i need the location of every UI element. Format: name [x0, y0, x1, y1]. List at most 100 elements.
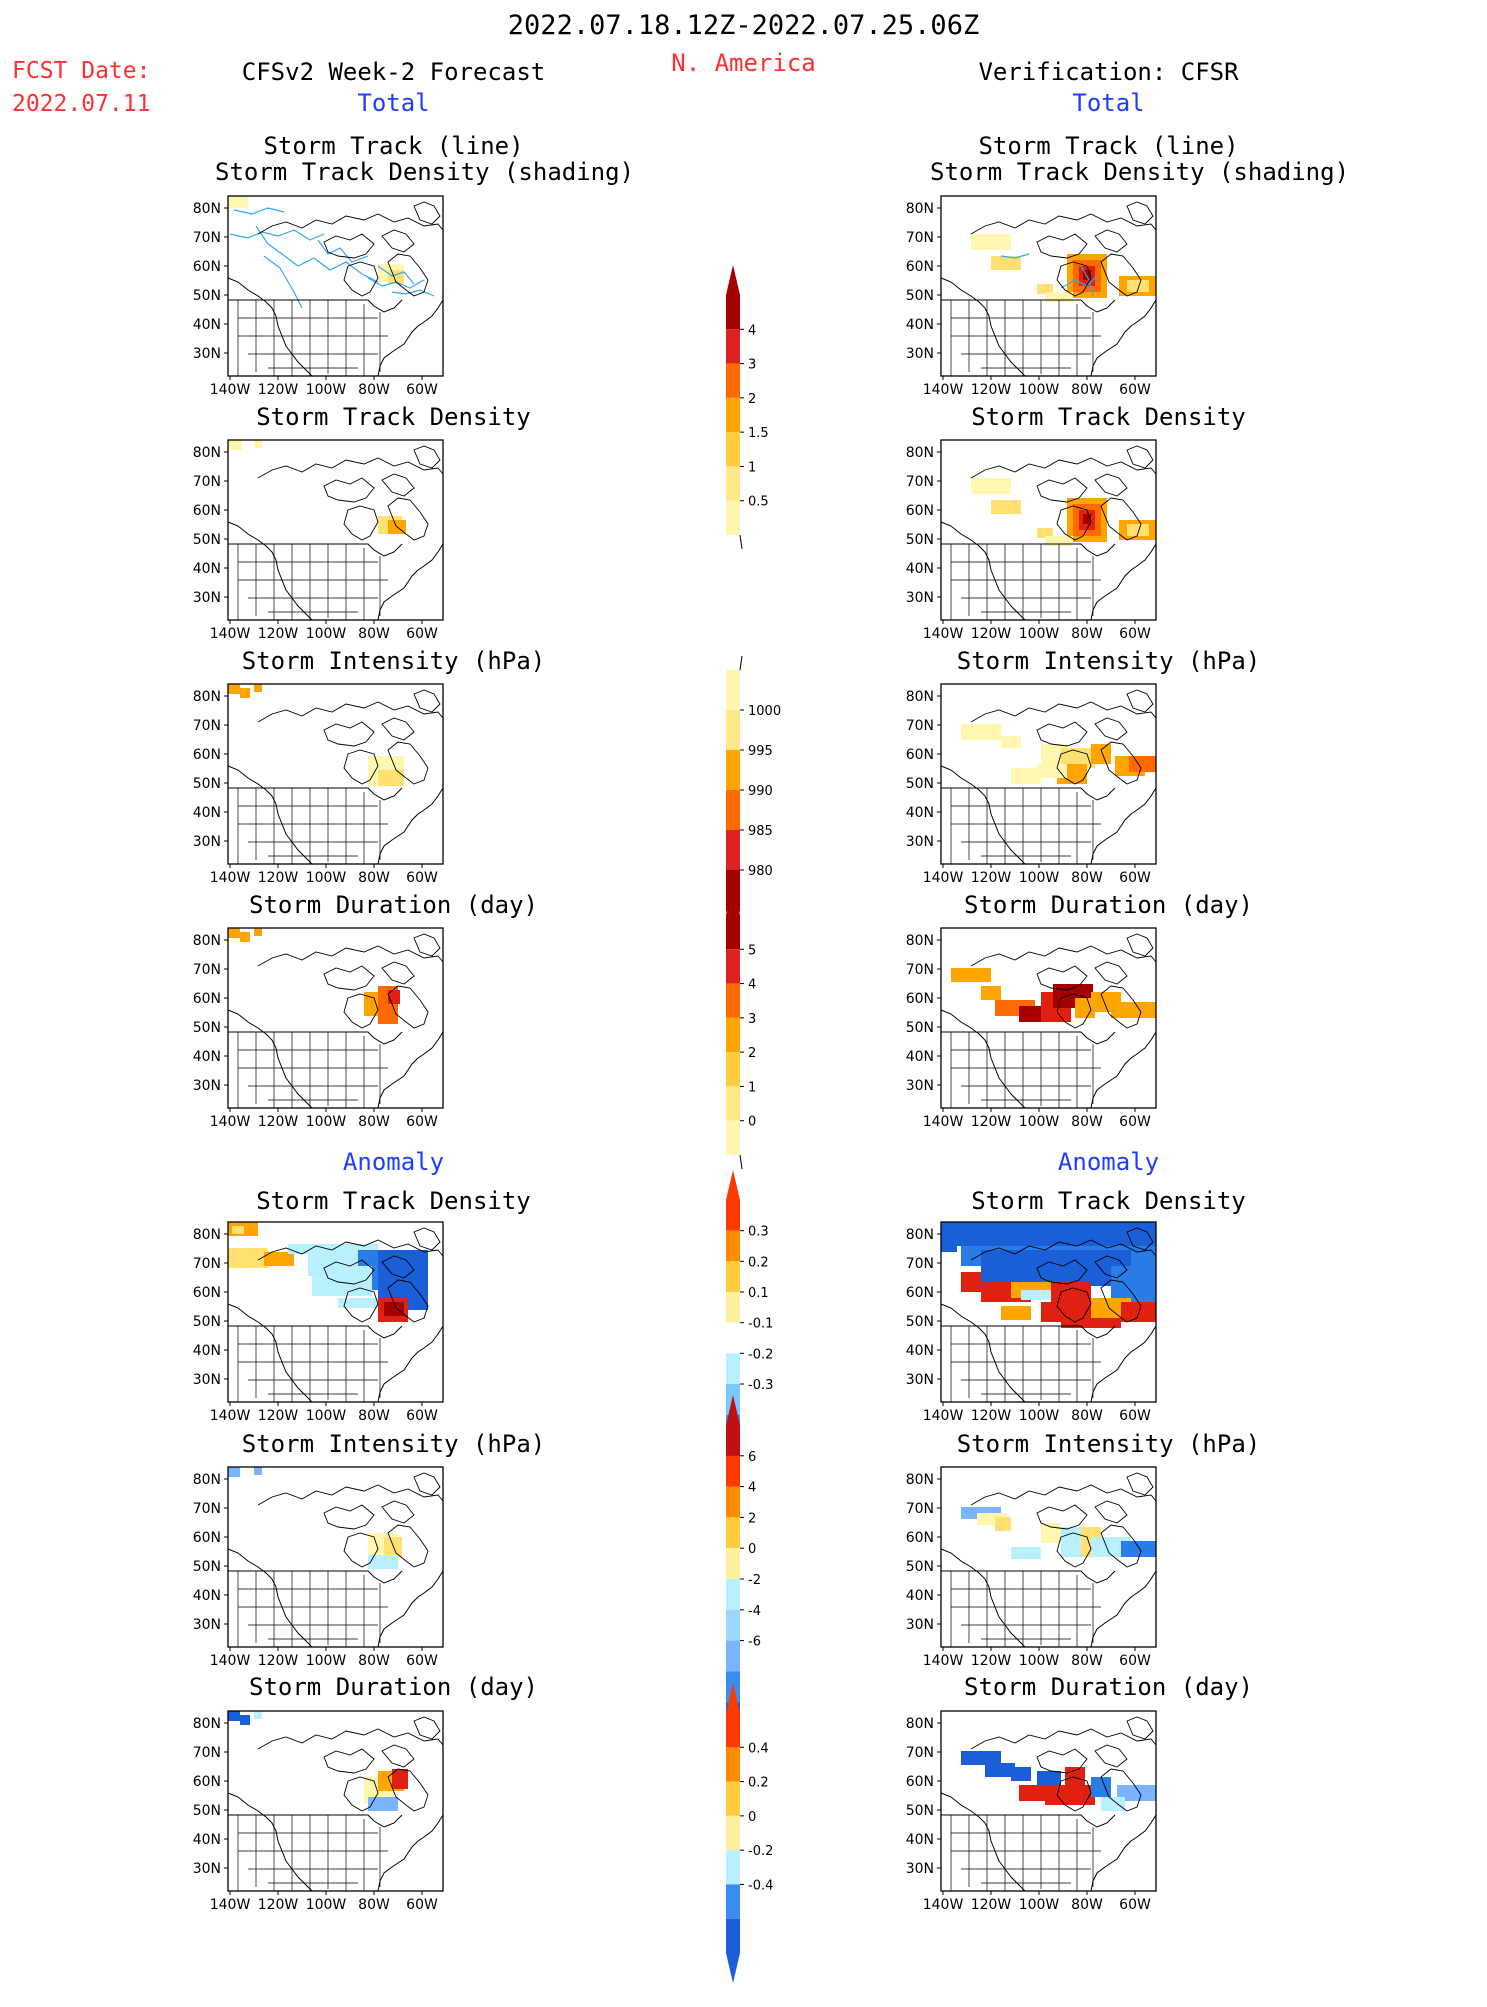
- lat-tick-label: 40N: [906, 1049, 934, 1065]
- map-anom-density-verification: 80N 70N 60N 50N 40N 30N 140W 120W 100W 80W 60W: [895, 1210, 1176, 1428]
- lat-tick-label: 80N: [906, 1227, 934, 1243]
- lat-tick-label: 50N: [193, 1559, 221, 1575]
- lon-tick-label: 60W: [1119, 1897, 1151, 1913]
- lat-tick-label: 70N: [193, 230, 221, 246]
- lon-tick-label: 80W: [358, 1653, 390, 1669]
- colorbar-segment: [726, 1918, 740, 1953]
- lon-tick-label: 120W: [258, 1114, 299, 1130]
- shading-cell: [1037, 528, 1053, 538]
- lat-tick-label: 30N: [193, 590, 221, 606]
- lat-tick-label: 70N: [906, 1256, 934, 1272]
- lat-tick-label: 70N: [906, 962, 934, 978]
- colorbar-segment: [726, 1200, 740, 1231]
- map-duration-verification: 80N 70N 60N 50N 40N 30N 140W 120W 100W 80W 60W: [895, 916, 1176, 1134]
- map-frame: [940, 927, 1157, 1109]
- shading-cell: [228, 440, 242, 450]
- coastline: [940, 765, 1157, 865]
- lon-tick-label: 100W: [1019, 1408, 1060, 1424]
- map-frame: [227, 439, 444, 621]
- map-intensity-verification: 80N 70N 60N 50N 40N 30N 140W 120W 100W 80W 60W: [895, 672, 1176, 890]
- title-track-shading-left: Storm Track Density (shading): [215, 158, 635, 186]
- lat-tick-label: 60N: [193, 259, 221, 275]
- colorbar-label: 0: [748, 1115, 756, 1130]
- arctic-islands: [257, 201, 444, 297]
- shading-cell: [1111, 1002, 1156, 1018]
- date-range-title: 2022.07.18.12Z-2022.07.25.06Z: [507, 10, 980, 41]
- lon-tick-label: 100W: [306, 1653, 347, 1669]
- lon-tick-label: 100W: [306, 870, 347, 886]
- map-intensity-forecast: 80N 70N 60N 50N 40N 30N 140W 120W 100W 80W 60W: [182, 672, 463, 890]
- map-frame: [940, 1466, 1157, 1648]
- lat-tick-label: 70N: [193, 1501, 221, 1517]
- colorbar-segment: [726, 329, 740, 364]
- colorbar-segment: [726, 750, 740, 790]
- shading-cell: [1121, 1302, 1156, 1322]
- colorbar-segment: [726, 1353, 740, 1384]
- lat-tick-label: 50N: [906, 1314, 934, 1330]
- lat-tick-label: 60N: [193, 991, 221, 1007]
- lat-tick-label: 40N: [193, 805, 221, 821]
- lat-tick-label: 50N: [906, 1559, 934, 1575]
- lat-tick-label: 60N: [193, 503, 221, 519]
- lat-tick-label: 80N: [906, 201, 934, 217]
- lat-tick-label: 70N: [193, 1745, 221, 1761]
- lat-tick-label: 70N: [193, 718, 221, 734]
- state-lines: [237, 1815, 388, 1891]
- map-frame: [940, 195, 1157, 377]
- colorbar-label: 0.4: [748, 1741, 769, 1756]
- track-line: [229, 229, 325, 241]
- map-frame: [940, 439, 1157, 621]
- us-canada-border: [228, 543, 403, 557]
- colorbar-segment: [726, 1052, 740, 1087]
- colorbar-segment: [726, 466, 740, 501]
- colorbar-label: 2: [748, 1511, 756, 1526]
- lat-tick-label: 30N: [193, 1861, 221, 1877]
- lon-tick-label: 100W: [306, 382, 347, 398]
- colorbar-segment: [726, 363, 740, 398]
- lat-tick-label: 70N: [906, 230, 934, 246]
- lat-tick-label: 60N: [906, 503, 934, 519]
- arctic-islands: [257, 933, 444, 1029]
- lat-tick-label: 40N: [906, 1588, 934, 1604]
- lon-tick-label: 60W: [406, 1653, 438, 1669]
- lon-tick-label: 120W: [258, 626, 299, 642]
- colorbar-segment: [726, 432, 740, 467]
- colorbar-label: -0.4: [748, 1878, 773, 1893]
- shading-cell: [368, 1555, 398, 1569]
- shading-cell: [941, 1236, 957, 1252]
- colorbar-arrow: [726, 1395, 740, 1425]
- shading-cell: [232, 1226, 244, 1234]
- lat-tick-label: 50N: [193, 776, 221, 792]
- shading-cell: [981, 1250, 1131, 1286]
- shading-cell: [1127, 524, 1149, 536]
- colorbar-segment: [726, 830, 740, 870]
- lat-tick-label: 70N: [906, 718, 934, 734]
- shading-layer: [961, 1507, 1156, 1559]
- map-frame: [227, 927, 444, 1109]
- lat-tick-label: 50N: [193, 1314, 221, 1330]
- map-density-forecast: 80N 70N 60N 50N 40N 30N 140W 120W 100W 80W 60W: [182, 428, 463, 646]
- lon-tick-label: 120W: [971, 626, 1012, 642]
- title-anom-intensity-left: Storm Intensity (hPa): [241, 1430, 546, 1458]
- lat-tick-label: 70N: [193, 1256, 221, 1272]
- lat-tick-label: 40N: [193, 561, 221, 577]
- shading-cell: [985, 1763, 1015, 1777]
- shading-cell: [1021, 1290, 1051, 1300]
- colorbar-label: 990: [748, 784, 773, 799]
- lat-tick-label: 30N: [906, 1372, 934, 1388]
- us-canada-border: [941, 1325, 1116, 1339]
- lon-tick-label: 60W: [1119, 1653, 1151, 1669]
- colorbar-label: 0: [748, 1542, 756, 1557]
- track-line: [317, 239, 369, 263]
- map-frame: [940, 1710, 1157, 1892]
- state-lines: [950, 544, 1101, 620]
- shading-cell: [254, 684, 262, 692]
- lon-tick-label: 60W: [406, 626, 438, 642]
- colorbar-label: 0.2: [748, 1255, 769, 1270]
- colorbar-label: 0.5: [748, 495, 769, 510]
- title-anom-duration-left: Storm Duration (day): [249, 1673, 538, 1701]
- title-intensity-right: Storm Intensity (hPa): [956, 647, 1261, 675]
- shading-layer: [228, 1711, 408, 1811]
- lat-tick-label: 80N: [193, 1716, 221, 1732]
- colorbar-label: 4: [748, 1481, 756, 1496]
